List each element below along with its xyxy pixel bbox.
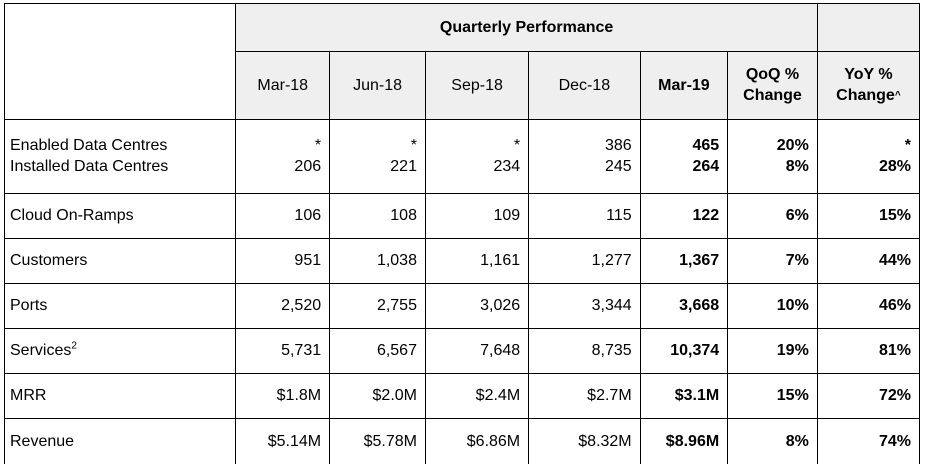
header-spacer-cell <box>816 3 921 52</box>
column-header-dec-18: Dec-18 <box>528 51 641 120</box>
column-header-sep-18: Sep-18 <box>424 51 530 120</box>
value-installed: 264 <box>692 158 720 175</box>
data-cell: $5.78M <box>329 418 426 464</box>
data-cell: 10,374 <box>639 328 729 374</box>
data-cell: $8.32M <box>528 418 641 464</box>
data-cell: $6.86M <box>424 418 530 464</box>
data-cell: 2,755 <box>329 283 426 329</box>
row-label: Customers <box>3 238 237 284</box>
data-cell: 109 <box>424 193 530 239</box>
row-label: MRR <box>3 373 237 419</box>
row-label: Cloud On-Ramps <box>3 193 237 239</box>
data-cell: $2.0M <box>329 373 426 419</box>
data-cell: 106 <box>235 193 331 239</box>
footnote-marker: 2 <box>71 340 77 352</box>
data-cell: $3.1M <box>639 373 729 419</box>
value-enabled: * <box>513 137 521 154</box>
column-header-yoy: YoY % Change^ <box>816 51 921 120</box>
table-row-cloud-on-ramps: Cloud On-Ramps 106 108 109 115 122 6% 15… <box>3 193 921 239</box>
corner-cell <box>3 3 237 120</box>
data-cell: * 28% <box>816 119 921 194</box>
data-cell: $2.7M <box>528 373 641 419</box>
data-cell: 1,367 <box>639 238 729 284</box>
value-installed: 221 <box>390 158 417 175</box>
table-row-services: Services2 5,731 6,567 7,648 8,735 10,374… <box>3 328 921 374</box>
row-label-enabled: Enabled Data Centres <box>10 137 168 154</box>
qoq-line-2: Change <box>743 87 802 104</box>
qoq-line-1: QoQ % <box>745 66 800 83</box>
value-enabled: * <box>904 137 911 154</box>
value-enabled: 386 <box>604 137 632 154</box>
data-cell: 122 <box>639 193 729 239</box>
value-enabled: 465 <box>692 137 720 154</box>
yoy-marker: ^ <box>894 90 901 101</box>
data-cell: 3,668 <box>639 283 729 329</box>
row-label: Revenue <box>3 418 237 464</box>
column-header-mar-18: Mar-18 <box>235 51 331 120</box>
data-cell: * 206 <box>235 119 331 194</box>
yoy-line-2: Change <box>836 87 895 104</box>
data-cell: 8,735 <box>528 328 641 374</box>
data-cell: 5,731 <box>235 328 331 374</box>
data-cell: 20% 8% <box>727 119 818 194</box>
data-cell: 44% <box>816 238 921 284</box>
data-cell: 465 264 <box>639 119 729 194</box>
quarterly-performance-table: Quarterly Performance Mar-18 Jun-18 Sep-… <box>3 3 921 464</box>
data-cell: $5.14M <box>235 418 331 464</box>
value-enabled: * <box>314 137 322 154</box>
data-cell: * 221 <box>329 119 426 194</box>
data-cell: 115 <box>528 193 641 239</box>
data-cell: 1,161 <box>424 238 530 284</box>
data-cell: 3,344 <box>528 283 641 329</box>
row-label: Services <box>10 342 72 359</box>
table-row-customers: Customers 951 1,038 1,161 1,277 1,367 7%… <box>3 238 921 284</box>
data-cell: 6% <box>727 193 818 239</box>
data-cell: 72% <box>816 373 921 419</box>
data-cell: 7,648 <box>424 328 530 374</box>
data-cell: $8.96M <box>639 418 729 464</box>
table-row-ports: Ports 2,520 2,755 3,026 3,344 3,668 10% … <box>3 283 921 329</box>
data-cell: 74% <box>816 418 921 464</box>
value-installed: 234 <box>493 158 521 175</box>
data-cell: 10% <box>727 283 818 329</box>
row-label-cell: Services2 <box>3 328 237 374</box>
data-cell: 3,026 <box>424 283 530 329</box>
data-cell: 951 <box>235 238 331 284</box>
data-cell: $2.4M <box>424 373 530 419</box>
column-header-jun-18: Jun-18 <box>329 51 426 120</box>
data-cell: 19% <box>727 328 818 374</box>
data-cell: 2,520 <box>235 283 331 329</box>
data-cell: 108 <box>329 193 426 239</box>
value-installed: 8% <box>785 158 809 175</box>
table-row-revenue: Revenue $5.14M $5.78M $6.86M $8.32M $8.9… <box>3 418 921 464</box>
data-cell: 386 245 <box>528 119 641 194</box>
data-cell: $1.8M <box>235 373 331 419</box>
data-cell: 1,038 <box>329 238 426 284</box>
data-cell: 46% <box>816 283 921 329</box>
value-installed: 245 <box>604 158 632 175</box>
data-cell: 81% <box>816 328 921 374</box>
table-title: Quarterly Performance <box>235 3 818 52</box>
value-installed: 28% <box>878 158 911 175</box>
column-header-mar-19: Mar-19 <box>639 51 729 120</box>
data-cell: 15% <box>727 373 818 419</box>
data-cell: 8% <box>727 418 818 464</box>
row-label: Ports <box>3 283 237 329</box>
value-enabled: * <box>410 137 417 154</box>
value-installed: 206 <box>294 158 322 175</box>
yoy-line-1: YoY % <box>844 66 893 83</box>
row-label-installed: Installed Data Centres <box>10 158 169 175</box>
row-label-cell: Enabled Data Centres Installed Data Cent… <box>3 119 237 194</box>
table-row-mrr: MRR $1.8M $2.0M $2.4M $2.7M $3.1M 15% 72… <box>3 373 921 419</box>
data-cell: 1,277 <box>528 238 641 284</box>
column-header-qoq: QoQ % Change <box>727 51 818 120</box>
yoy-line-2-wrap: Change^ <box>824 87 913 105</box>
table-row-data-centres: Enabled Data Centres Installed Data Cent… <box>3 119 921 194</box>
value-enabled: 20% <box>776 137 809 154</box>
data-cell: 6,567 <box>329 328 426 374</box>
data-cell: 7% <box>727 238 818 284</box>
data-cell: 15% <box>816 193 921 239</box>
data-cell: * 234 <box>424 119 530 194</box>
